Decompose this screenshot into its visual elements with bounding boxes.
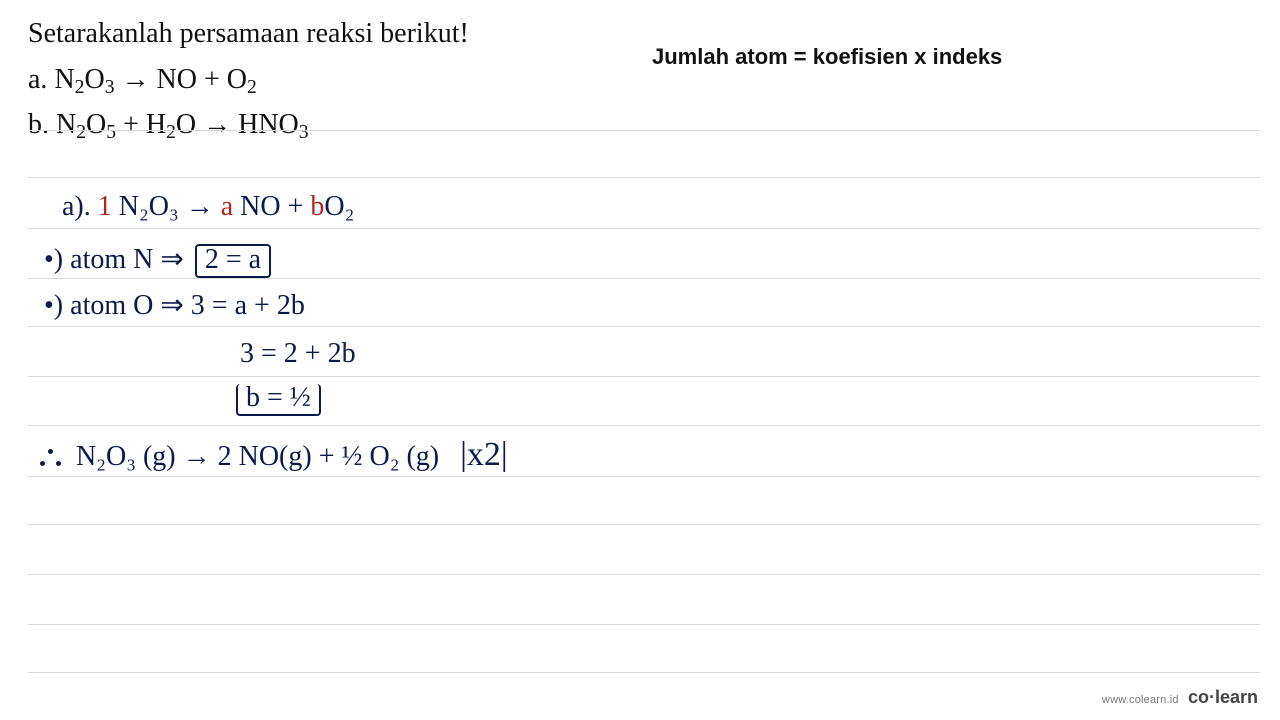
right-arrow-icon: → [186,192,214,220]
hand-multiply-by-2: |x2| [460,436,508,473]
hand-final-equation: N₂O₃ (g) → 2 NO(g) + ½ O₂ (g) [76,441,439,472]
hand-coeff-b: b [310,191,324,222]
hand-a-label: a). [62,191,98,222]
boxed-result-a: 2 = a [195,244,271,278]
watermark-brand: co·learn [1188,687,1258,707]
handwritten-line-1: a). 1 N₂O₃ → a NO + bO₂ [62,192,354,221]
ruled-line [28,228,1260,229]
handwritten-line-4: 3 = 2 + 2b [240,340,356,368]
question-title: Setarakanlah persamaan reaksi berikut! [28,18,1252,50]
boxed-result-b: b = ½ [236,384,321,416]
hand-step-sub: 3 = 2 + 2b [240,338,356,369]
ruled-line [28,476,1260,477]
question-item-b-label: b. [28,109,56,140]
handwritten-line-3: •) atom O ⇒ 3 = a + 2b [44,292,305,320]
question-item-a: a. N2O3 → NO + O2 [28,58,1252,103]
ruled-line [28,177,1260,178]
ruled-line [28,376,1260,377]
handwritten-line-2: •) atom N ⇒ 2 = a [44,244,271,278]
ruled-line [28,326,1260,327]
hand-n2o3: N₂O₃ [112,191,186,222]
hand-atom-n: atom N ⇒ [70,244,191,275]
question-item-a-label: a. [28,64,54,95]
watermark: www.colearn.id co·learn [1102,687,1258,708]
question-item-a-equation: N2O3 → NO + O2 [54,64,256,95]
handwritten-line-6: N₂O₃ (g) → 2 NO(g) + ½ O₂ (g) |x2| [40,438,508,472]
question-item-b-equation: N2O5 + H2O → HNO3 [56,109,309,140]
handwritten-line-5: b = ½ [236,384,321,416]
ruled-line [28,574,1260,575]
hand-atom-o: atom O ⇒ 3 = a + 2b [70,290,305,321]
ruled-line [28,425,1260,426]
atom-count-formula-note: Jumlah atom = koefisien x indeks [652,44,1002,70]
ruled-line [28,672,1260,673]
ruled-line [28,624,1260,625]
hand-no-plus: NO + [233,191,310,222]
hand-coeff-1: 1 [98,191,112,222]
question-item-b: b. N2O5 + H2O → HNO3 [28,103,1252,148]
hand-coeff-a: a [214,191,233,222]
hand-o2: O₂ [324,191,354,222]
ruled-line [28,524,1260,525]
ruled-line [28,130,1260,131]
bullet-icon: •) [44,244,70,275]
ruled-line [28,278,1260,279]
watermark-url: www.colearn.id [1102,694,1179,706]
bullet-icon: •) [44,290,70,321]
